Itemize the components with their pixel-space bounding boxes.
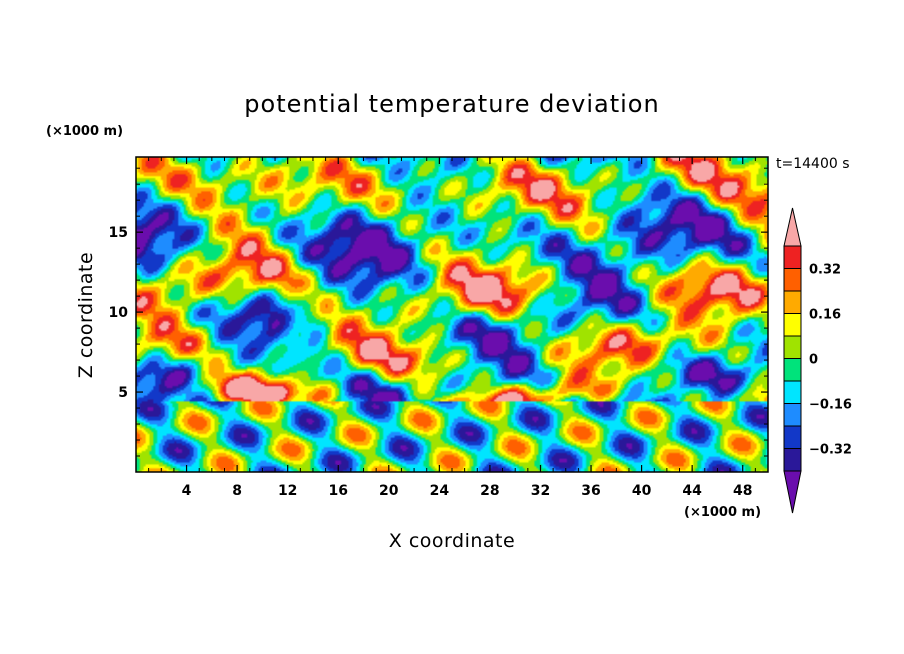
- y-tick-label: 15: [109, 225, 128, 241]
- colorbar-label: 0.32: [809, 263, 841, 278]
- x-tick-label: 28: [480, 483, 499, 499]
- y-axis: 5 10 15: [109, 167, 768, 457]
- x-axis-label: X coordinate: [389, 530, 515, 552]
- colorbar-label: −0.16: [809, 398, 852, 413]
- colorbar-label: 0: [809, 353, 818, 368]
- x-tick-label: 16: [328, 483, 347, 499]
- colorbar-swatch: [783, 425, 802, 449]
- colorbar-swatch: [783, 335, 802, 359]
- colorbar-extend-min: [783, 470, 802, 514]
- colorbar-swatch: [783, 245, 802, 269]
- y-tick-label: 5: [118, 385, 128, 401]
- x-tick-label: 12: [278, 483, 297, 499]
- x-tick-label: 44: [682, 483, 702, 499]
- x-tick-label: 48: [733, 483, 752, 499]
- colorbar-swatch: [783, 403, 802, 427]
- x-tick-label: 32: [531, 483, 550, 499]
- contour-field: [136, 157, 768, 472]
- y-axis-label: Z coordinate: [75, 252, 97, 378]
- colorbar-swatch: [783, 268, 802, 292]
- colorbar-swatch: [783, 380, 802, 404]
- y-tick-label: 10: [109, 305, 129, 321]
- time-label: t=14400 s: [776, 156, 850, 172]
- colorbar-label: −0.32: [809, 443, 852, 458]
- x-axis: 4 8 12 16 20 24 28 32 36 40 44 48: [148, 157, 756, 499]
- colorbar-label: 0.16: [809, 308, 841, 323]
- x-tick-label: 8: [232, 483, 242, 499]
- colorbar-swatch: [783, 358, 802, 382]
- colorbar-swatch: [783, 313, 802, 337]
- x-axis-unit: (×1000 m): [684, 505, 761, 520]
- y-axis-unit: (×1000 m): [46, 124, 123, 139]
- x-tick-label: 40: [632, 483, 652, 499]
- colorbar-swatch: [783, 448, 802, 472]
- colorbar-swatch: [783, 290, 802, 314]
- x-tick-label: 36: [581, 483, 600, 499]
- plot-area: [136, 157, 768, 472]
- x-tick-label: 4: [182, 483, 192, 499]
- colorbar: 0.32 0.16 0 −0.16 −0.32: [783, 207, 852, 514]
- colorbar-extend-max: [783, 207, 802, 247]
- chart-title: potential temperature deviation: [244, 90, 659, 118]
- x-tick-label: 20: [379, 483, 399, 499]
- x-tick-label: 24: [430, 483, 450, 499]
